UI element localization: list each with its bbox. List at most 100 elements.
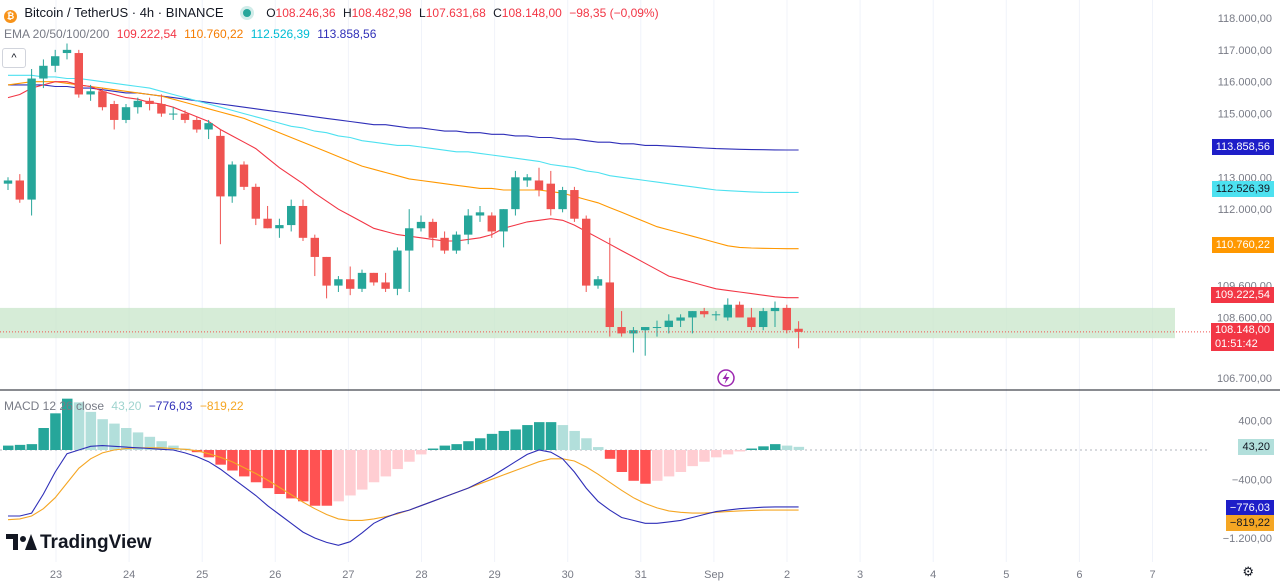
candle-body[interactable]	[275, 225, 284, 229]
symbol-title[interactable]: Bitcoin / TetherUS · 4h · BINANCE	[24, 5, 224, 20]
candle-body[interactable]	[39, 65, 48, 79]
candle-body[interactable]	[605, 282, 614, 328]
macd-hist-bar	[380, 450, 392, 477]
candle-body[interactable]	[381, 282, 390, 289]
candle-body[interactable]	[428, 221, 437, 238]
candle-body[interactable]	[216, 135, 225, 197]
candle-body[interactable]	[558, 190, 567, 210]
candle-body[interactable]	[86, 91, 95, 95]
candle-body[interactable]	[298, 205, 308, 238]
candle-body[interactable]	[157, 104, 166, 114]
candle-body[interactable]	[369, 272, 378, 283]
candle-body[interactable]	[51, 56, 60, 66]
candle-body[interactable]	[794, 328, 803, 332]
candle-body[interactable]	[145, 100, 154, 105]
candle-body[interactable]	[263, 218, 272, 229]
macd-hist-bar	[781, 445, 793, 450]
candle-body[interactable]	[62, 49, 72, 54]
candle-body[interactable]	[664, 320, 673, 328]
macd-hist-bar	[475, 438, 486, 450]
macd-hist-bar	[156, 441, 167, 450]
candle-body[interactable]	[582, 218, 591, 286]
candle-body[interactable]	[499, 209, 508, 232]
candle-body[interactable]	[3, 180, 13, 184]
candle-body[interactable]	[641, 327, 650, 331]
candle-body[interactable]	[357, 272, 367, 289]
macd-hist-value: 43,20	[111, 399, 142, 413]
candle-body[interactable]	[405, 228, 414, 251]
macd-legend[interactable]: MACD 12 26 close 43,20 −776,03 −819,22	[4, 399, 248, 413]
macd-hist-bar	[770, 444, 781, 450]
candle-body[interactable]	[98, 91, 107, 108]
macd-hist-bar	[569, 430, 580, 450]
candle-body[interactable]	[652, 327, 662, 329]
candle-body[interactable]	[546, 183, 555, 210]
macd-hist-bar	[510, 429, 521, 450]
candle-body[interactable]	[440, 237, 449, 251]
candle-body[interactable]	[700, 311, 709, 315]
candle-body[interactable]	[239, 164, 249, 187]
candle-body[interactable]	[735, 304, 744, 318]
candle-body[interactable]	[251, 186, 260, 219]
candle-body[interactable]	[617, 327, 626, 334]
candle-body[interactable]	[74, 53, 83, 95]
candle-body[interactable]	[534, 180, 544, 191]
candle-body[interactable]	[464, 215, 473, 235]
macd-hist-bar	[132, 432, 144, 450]
candle-body[interactable]	[782, 307, 791, 331]
gear-icon[interactable]: ⚙	[1242, 564, 1254, 579]
candle-body[interactable]	[393, 250, 402, 289]
candle-body[interactable]	[169, 113, 178, 115]
candle-body[interactable]	[511, 177, 520, 210]
candle-body[interactable]	[475, 212, 485, 216]
macd-hist-bar	[62, 398, 73, 450]
candle-body[interactable]	[416, 221, 426, 229]
macd-hist-bar	[97, 419, 108, 450]
candle-body[interactable]	[723, 304, 732, 318]
ema-legend[interactable]: EMA 20/50/100/200 109.222,54 110.760,22 …	[4, 27, 380, 41]
candle-body[interactable]	[688, 311, 697, 318]
candle-body[interactable]	[133, 100, 142, 108]
candle-body[interactable]	[487, 215, 496, 232]
candle-body[interactable]	[322, 256, 331, 286]
close-value: 108.148,00	[501, 6, 562, 20]
candle-body[interactable]	[570, 190, 579, 219]
macd-hist-bar	[50, 413, 61, 450]
macd-hist-bar	[652, 450, 663, 481]
candle-body[interactable]	[770, 307, 780, 312]
lightning-icon[interactable]	[717, 369, 735, 387]
macd-line-tag: −776,03	[1225, 500, 1274, 516]
macd-hist-bar	[746, 448, 757, 450]
ema-label: EMA 20/50/100/200	[4, 27, 110, 41]
candle-body[interactable]	[676, 317, 685, 321]
candle-body[interactable]	[15, 180, 24, 200]
candle-body[interactable]	[310, 237, 319, 257]
macd-hist-bar	[85, 411, 97, 450]
signal-line-tag: −819,22	[1225, 515, 1274, 531]
candle-body[interactable]	[204, 123, 213, 130]
candle-body[interactable]	[711, 314, 721, 316]
time-axis-label: 5	[1003, 569, 1009, 581]
macd-hist-bar	[486, 433, 498, 450]
candle-body[interactable]	[593, 279, 603, 286]
candle-body[interactable]	[192, 119, 201, 130]
candle-body[interactable]	[759, 311, 768, 328]
candle-body[interactable]	[110, 104, 119, 120]
candle-body[interactable]	[747, 317, 756, 328]
candle-body[interactable]	[523, 177, 532, 181]
last-price-tag: 108.148,00 01:51:42	[1210, 323, 1274, 351]
candle-body[interactable]	[452, 234, 461, 251]
time-axis-label: 26	[269, 569, 281, 581]
candle-body[interactable]	[228, 164, 237, 197]
collapse-legend-button[interactable]: ^	[2, 48, 26, 68]
low-value: 107.631,68	[425, 6, 486, 20]
tradingview-logo[interactable]: TradingView	[6, 532, 152, 554]
macd-axis-label: 400,00	[1238, 416, 1272, 428]
candle-body[interactable]	[121, 107, 131, 120]
candle-body[interactable]	[180, 113, 190, 120]
candle-body[interactable]	[287, 205, 296, 226]
candle-body[interactable]	[346, 279, 355, 289]
candle-body[interactable]	[334, 279, 343, 286]
candle-body[interactable]	[27, 78, 36, 200]
